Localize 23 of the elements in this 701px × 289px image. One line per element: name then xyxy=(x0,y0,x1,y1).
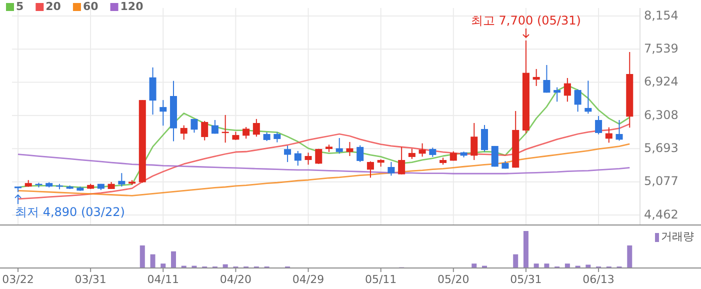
legend-label: 거래량 xyxy=(661,230,694,244)
y-tick-label: 8,154 xyxy=(644,8,678,22)
y-tick-label: 5,077 xyxy=(644,174,678,188)
x-tick-label: 05/20 xyxy=(438,273,470,286)
y-tick-label: 6,924 xyxy=(644,74,678,89)
x-tick-label: 03/22 xyxy=(2,273,34,286)
x-tick-label: 05/11 xyxy=(364,273,397,286)
y-tick-label: 7,539 xyxy=(644,41,678,56)
legend-label: 60 xyxy=(82,0,99,14)
legend-label: 120 xyxy=(120,0,144,14)
x-tick-label: 05/31 xyxy=(510,273,542,286)
legend-label: 5 xyxy=(16,0,24,14)
y-tick-label: 6,308 xyxy=(644,108,678,122)
y-tick-label: 4,462 xyxy=(644,207,678,222)
x-tick-label: 04/29 xyxy=(292,273,324,286)
annotation: 최저 4,890 (03/22) xyxy=(15,204,125,219)
x-tick-label: 04/20 xyxy=(220,273,252,286)
annotation: 최고 7,700 (05/31) xyxy=(471,13,581,28)
x-tick-label: 03/31 xyxy=(74,273,106,286)
y-tick-label: 5,693 xyxy=(644,140,678,155)
x-tick-label: 04/11 xyxy=(147,273,179,286)
x-tick-label: 06/13 xyxy=(582,273,614,286)
legend-label: 20 xyxy=(46,0,62,14)
